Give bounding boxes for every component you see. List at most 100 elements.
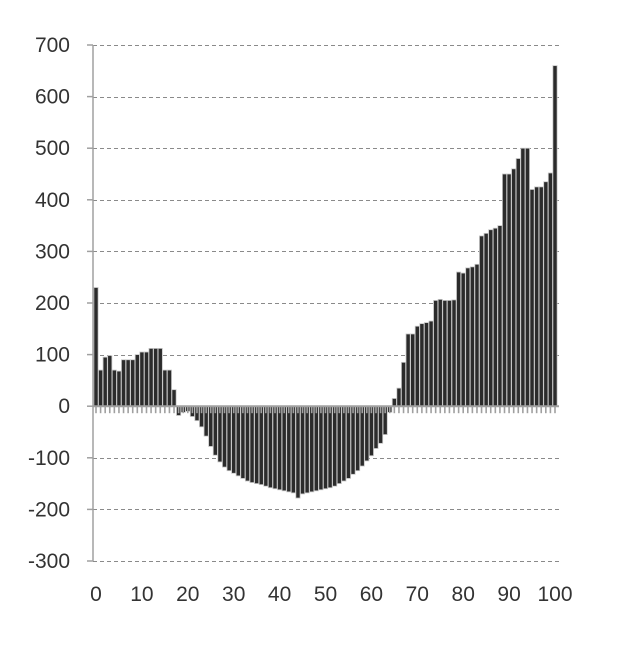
bar-88	[497, 225, 503, 407]
bar-65	[391, 398, 397, 407]
bar-51	[327, 405, 333, 489]
bar-59	[364, 405, 370, 462]
bar-78	[451, 299, 457, 407]
bar-28	[222, 405, 228, 468]
bar-39	[272, 405, 278, 490]
bar-48	[313, 405, 319, 492]
bar-6	[121, 359, 127, 407]
bar-47	[309, 405, 315, 493]
bar-58	[359, 405, 365, 467]
bar-94	[524, 147, 530, 407]
bar-71	[419, 323, 425, 407]
bar-100	[552, 65, 558, 407]
bar-89	[501, 173, 508, 407]
bar-46	[304, 405, 310, 494]
bar-9	[134, 354, 140, 407]
bar-5	[116, 370, 122, 407]
bar-43	[290, 405, 296, 494]
bar-12	[148, 348, 154, 407]
bar-42	[286, 405, 292, 493]
y-tick-label--300: -300	[28, 550, 70, 573]
bar-87	[492, 227, 498, 407]
bar-69	[410, 333, 416, 407]
bar-56	[350, 405, 356, 475]
bar-31	[235, 405, 241, 477]
x-tick-label-20: 20	[176, 583, 199, 606]
bar-13	[153, 348, 159, 407]
x-tick-label-80: 80	[452, 583, 475, 606]
bar-44	[295, 405, 301, 499]
bar-67	[401, 361, 407, 407]
bar-29	[226, 405, 232, 472]
x-tick-label-60: 60	[360, 583, 383, 606]
y-tick-label-500: 500	[35, 137, 70, 160]
bar-32	[240, 405, 246, 479]
bar-85	[483, 232, 489, 407]
x-tick-label-70: 70	[406, 583, 429, 606]
bar-16	[166, 369, 172, 407]
bar-77	[446, 300, 452, 407]
bar-30	[231, 405, 237, 474]
bar-70	[414, 325, 420, 407]
bar-37	[263, 405, 269, 487]
x-tick-label-30: 30	[222, 583, 245, 606]
y-tick-label--200: -200	[28, 498, 70, 521]
zero-line-ticks	[93, 405, 559, 414]
y-tick-label-700: 700	[35, 34, 70, 57]
bar-81	[465, 267, 471, 407]
bar-72	[423, 322, 429, 407]
bar-86	[488, 229, 494, 407]
bar-80	[460, 272, 466, 407]
bar-57	[355, 405, 361, 472]
x-tick-labels: 0 10 20 30 40 50 60 70 80 90 100	[90, 583, 572, 606]
y-tick-label-0: 0	[58, 395, 70, 418]
bar-55	[345, 405, 351, 479]
bar-35	[254, 405, 260, 485]
bar-60	[368, 405, 374, 457]
bar-33	[244, 405, 250, 482]
x-tick-label-40: 40	[268, 583, 291, 606]
bar-54	[341, 405, 347, 482]
bar-66	[396, 387, 402, 407]
gridlines	[93, 45, 559, 562]
bar-74	[433, 300, 439, 407]
bar-3	[107, 355, 113, 407]
bar-2	[102, 356, 108, 407]
bar-4	[111, 369, 117, 407]
bar-95	[529, 189, 535, 407]
y-tick-label-600: 600	[35, 86, 70, 109]
bar-26	[212, 405, 218, 456]
bar-97	[538, 186, 544, 407]
bar-14	[157, 348, 163, 407]
bar-41	[281, 405, 287, 492]
y-tick-label-300: 300	[35, 240, 70, 263]
bar-34	[249, 405, 255, 483]
bar-40	[277, 405, 283, 491]
bar-98	[543, 181, 549, 407]
bar-99	[547, 172, 553, 407]
y-tick-label-200: 200	[35, 292, 70, 315]
bar-8	[130, 359, 136, 407]
bar-10	[139, 351, 145, 407]
y-tick-labels: -300 -200 -100 0 100 200 300 400 500 600 700	[28, 34, 70, 573]
bar-75	[437, 298, 443, 407]
bars	[93, 65, 558, 499]
bar-0	[93, 287, 99, 407]
y-tick-label--100: -100	[28, 447, 70, 470]
y-axis	[87, 44, 94, 562]
bar-68	[405, 333, 411, 407]
bar-93	[520, 147, 526, 407]
bar-36	[258, 405, 264, 486]
bar-15	[162, 369, 168, 407]
bar-52	[332, 405, 338, 487]
bar-92	[515, 158, 521, 407]
bar-27	[217, 405, 223, 463]
bar-79	[456, 271, 462, 407]
x-tick-label-0: 0	[90, 583, 102, 606]
y-tick-label-400: 400	[35, 189, 70, 212]
bar-50	[322, 405, 329, 490]
bar-11	[143, 351, 150, 407]
bar-7	[125, 359, 131, 407]
bar-45	[300, 405, 306, 495]
